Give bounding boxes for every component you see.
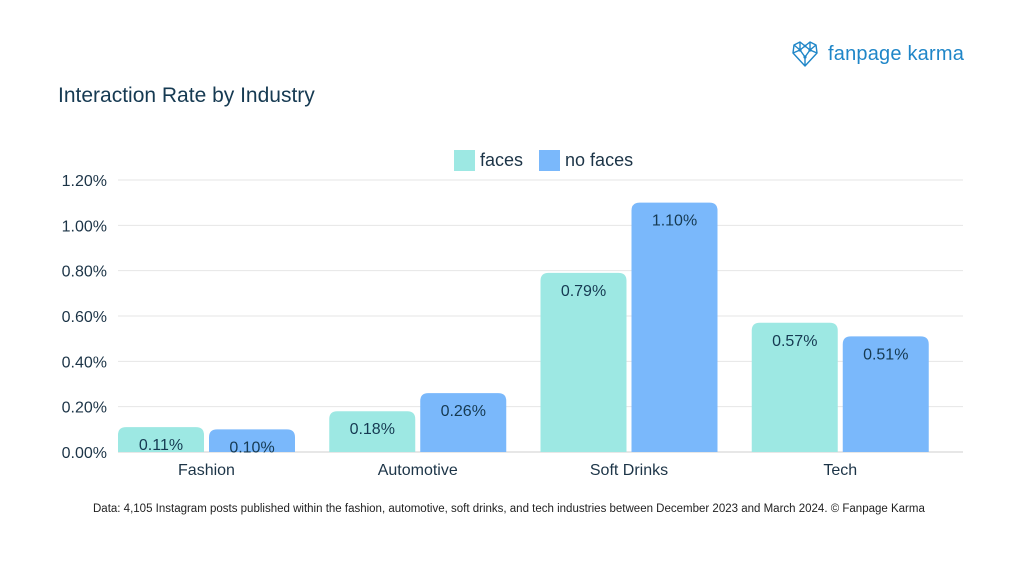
bar-faces: [329, 411, 416, 452]
data-label: 0.18%: [350, 421, 395, 438]
legend-item-faces: faces: [454, 150, 523, 171]
source-footnote: Data: 4,105 Instagram posts published wi…: [93, 503, 925, 515]
bar-no-faces: [842, 336, 929, 452]
brand-name: fanpage karma: [828, 42, 965, 65]
data-label: 1.10%: [652, 213, 697, 230]
bar-no-faces: [631, 202, 718, 452]
data-label: 0.26%: [441, 403, 486, 420]
x-category-label: Fashion: [178, 462, 235, 479]
data-label: 0.10%: [229, 439, 274, 456]
chart-title: Interaction Rate by Industry: [58, 84, 315, 107]
y-tick-label: 0.20%: [62, 400, 107, 417]
data-label: 0.57%: [772, 333, 817, 350]
y-tick-label: 1.00%: [62, 218, 107, 235]
x-category-label: Soft Drinks: [590, 462, 668, 479]
bar-faces: [540, 272, 627, 452]
legend-label-faces: faces: [480, 150, 524, 170]
bar-no-faces: [420, 393, 507, 452]
x-category-label: Automotive: [378, 462, 458, 479]
data-label: 0.79%: [561, 283, 606, 300]
bar-faces: [118, 427, 204, 452]
bar-chart: 0.00% 0.20% 0.40% 0.60% 0.80% 1.00% 1.20% Fashi…: [62, 173, 963, 479]
y-tick-label: 0.60%: [62, 309, 107, 326]
data-label: 0.51%: [863, 346, 908, 363]
brand-logo: fanpage karma: [790, 40, 964, 68]
legend-item-no-faces: no faces: [539, 150, 633, 171]
chart-legend: faces no faces: [454, 150, 643, 171]
heart-network-icon: [792, 41, 818, 67]
legend-swatch-no-faces: [539, 150, 561, 171]
y-tick-label: 0.00%: [62, 445, 107, 462]
legend-label-no-faces: no faces: [565, 150, 634, 170]
data-label: 0.11%: [139, 437, 183, 454]
x-category-label: Tech: [823, 462, 857, 479]
y-tick-label: 1.20%: [62, 173, 107, 190]
legend-swatch-faces: [454, 150, 475, 171]
bar-faces: [751, 322, 838, 452]
y-tick-label: 0.80%: [62, 264, 107, 281]
y-tick-label: 0.40%: [62, 354, 107, 371]
bar-no-faces: [209, 429, 295, 452]
